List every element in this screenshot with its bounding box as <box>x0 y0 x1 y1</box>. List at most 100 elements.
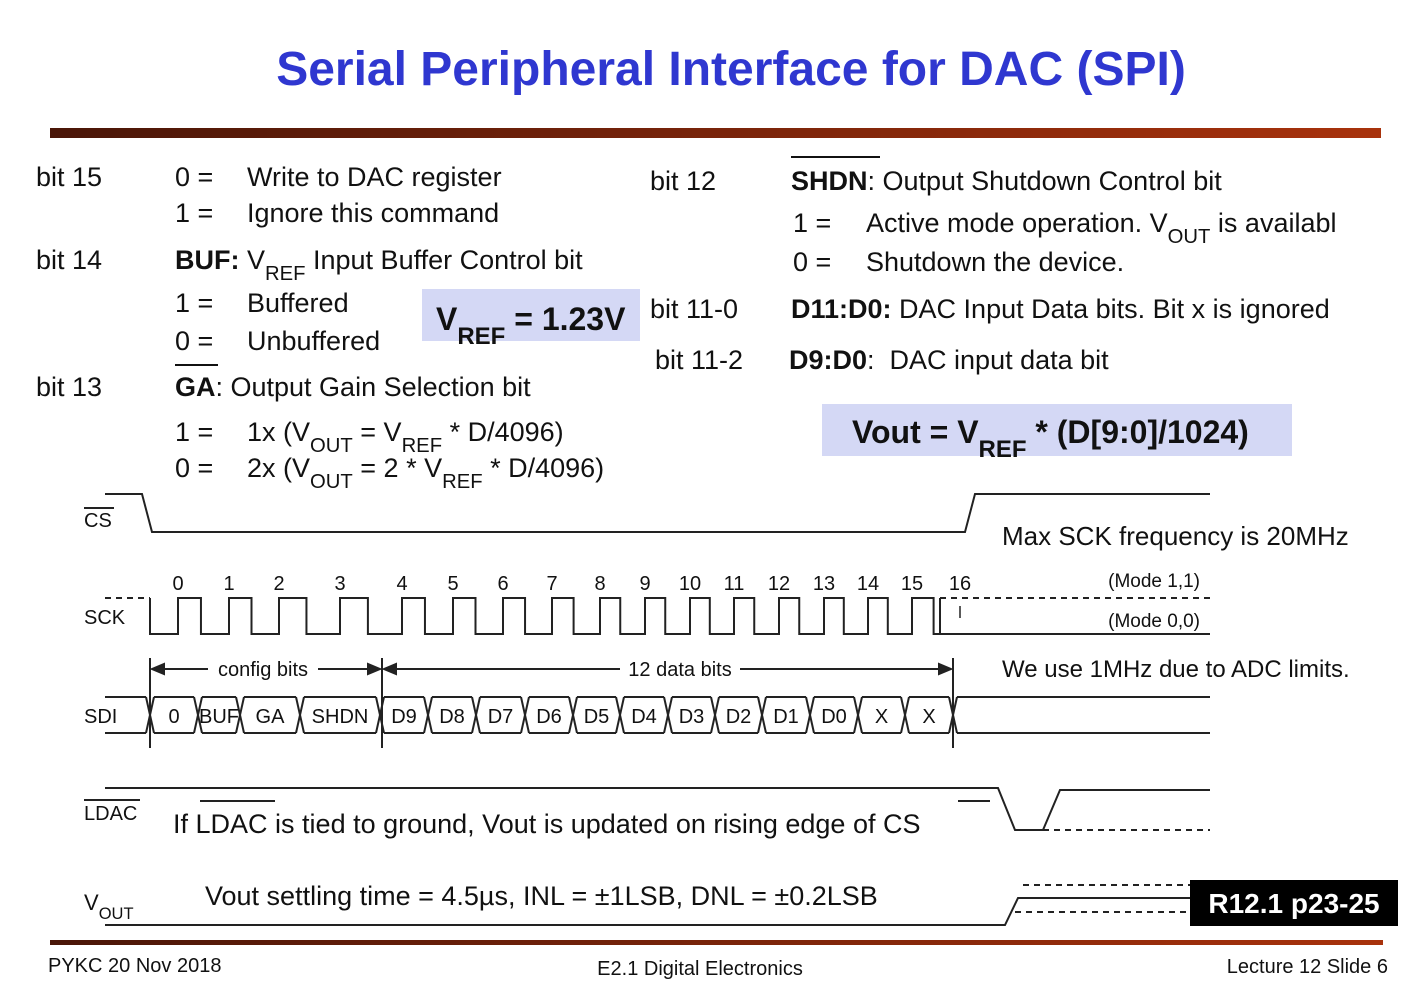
arrow-head <box>381 662 397 676</box>
bus-cross <box>663 696 673 734</box>
text: V <box>239 245 265 275</box>
vout-box <box>822 404 1292 456</box>
text: 0 = <box>175 326 213 356</box>
shape: VOUT <box>84 890 134 923</box>
text: We use 1MHz due to ADC limits. <box>1002 656 1350 683</box>
sdi-cell: D9 <box>391 706 417 728</box>
text: bit 11-0 <box>650 294 738 324</box>
text: config bits <box>218 659 308 681</box>
text: Ignore this command <box>247 198 499 228</box>
text: R12.1 p23-25 <box>1208 888 1379 919</box>
clock-number: 4 <box>396 573 407 595</box>
clock-number: 1 <box>223 573 234 595</box>
text: 12 data bits <box>628 659 731 681</box>
text: LDAC <box>84 803 137 825</box>
text: REF <box>457 323 505 350</box>
sdi-cell: BUF <box>199 706 239 728</box>
sdi-cell: SHDN <box>312 706 369 728</box>
text: * D/4096) <box>442 417 564 447</box>
arrow-head <box>938 662 954 676</box>
clock-number: 13 <box>813 573 835 595</box>
footer-left: PYKC 20 Nov 2018 <box>48 955 221 977</box>
text: is availabl <box>1210 208 1336 238</box>
bus-cross <box>375 696 385 734</box>
shape: D11:D0: DAC Input Data bits. Bit x is ig… <box>791 294 1330 324</box>
text: If <box>173 809 196 839</box>
text: 1 = <box>175 288 213 318</box>
sdi-cell: X <box>922 706 935 728</box>
text: is tied to ground, Vout is updated on ri… <box>268 809 883 839</box>
clock-number: 0 <box>172 573 183 595</box>
right-column: bit 12 SHDN: Output Shutdown Control bit… <box>650 156 1336 463</box>
bus-cross <box>423 696 433 734</box>
text: = V <box>353 417 402 447</box>
text: SHDN <box>791 166 868 196</box>
bus-cross <box>145 696 155 734</box>
text: * (D[9:0]/1024) <box>1027 414 1249 450</box>
clock-number: 7 <box>546 573 557 595</box>
label-bg <box>620 656 740 680</box>
bus-cross <box>193 696 203 734</box>
clock-number: 15 <box>901 573 923 595</box>
shape: If LDAC is tied to ground, Vout is updat… <box>173 809 921 839</box>
text: * D/4096) <box>483 453 605 483</box>
sdi-cell: D2 <box>726 706 752 728</box>
sdi-cell: X <box>875 706 888 728</box>
text: : Output Shutdown Control bit <box>868 166 1223 196</box>
shape: Vout = VREF * (D[9:0]/1024) <box>852 414 1249 463</box>
text: REF <box>979 436 1027 463</box>
shape: D9:D0: DAC input data bit <box>789 345 1109 375</box>
text: OUT <box>1168 226 1211 248</box>
sdi-cell: D5 <box>584 706 610 728</box>
vref-box <box>422 289 640 341</box>
sdi-cell: D4 <box>631 706 657 728</box>
text: 1x (V <box>247 417 310 447</box>
shape: SHDN: Output Shutdown Control bit <box>791 166 1222 196</box>
text: Max SCK frequency is 20MHz <box>1002 521 1349 551</box>
text: 0 = <box>175 162 213 192</box>
text: CS <box>84 510 112 532</box>
sdi-cell: D1 <box>773 706 799 728</box>
text: BUF: <box>175 245 239 275</box>
shape: 2x (VOUT = 2 * VREF * D/4096) <box>247 453 604 493</box>
text: GA <box>175 372 216 402</box>
clock-number: 11 <box>724 573 745 595</box>
text: : DAC input data bit <box>867 345 1109 375</box>
sdi-cell: D6 <box>536 706 562 728</box>
ldac-wave <box>105 787 1210 831</box>
text: D11:D0: <box>791 294 892 324</box>
text: bit 13 <box>36 372 102 402</box>
bus-cross <box>295 696 305 734</box>
bus-cross <box>948 696 958 734</box>
text: = 1.23V <box>505 301 626 337</box>
label-bg <box>208 656 318 680</box>
clock-number: 9 <box>639 573 650 595</box>
text: 1 = <box>793 208 831 238</box>
bus-cross <box>615 696 625 734</box>
shape: Active mode operation. VOUT is availabl <box>866 208 1336 248</box>
text: REF <box>265 263 306 285</box>
sdi-cell: D7 <box>488 706 514 728</box>
bus-cross <box>520 696 530 734</box>
sdi-cell: 0 <box>168 706 179 728</box>
text: SDI <box>84 706 117 728</box>
left-column: bit 15 0 = Write to DAC register 1 = Ignor… <box>36 162 640 493</box>
text: Write to DAC register <box>247 162 502 192</box>
text: Input Buffer Control bit <box>306 245 584 275</box>
text: D9:D0 <box>789 345 867 375</box>
text: DAC Input Data bits. Bit x is ignored <box>892 294 1330 324</box>
clock-number: 14 <box>857 573 879 595</box>
footer-rule <box>50 940 1383 945</box>
text: 1 = <box>175 198 213 228</box>
bus-cross <box>710 696 720 734</box>
shape: 1x (VOUT = VREF * D/4096) <box>247 417 564 457</box>
shape: GA: Output Gain Selection bit <box>175 372 531 402</box>
bus-cross <box>568 696 578 734</box>
text: bit 12 <box>650 166 716 196</box>
text: Vout settling time = 4.5µs, INL = ±1LSB,… <box>205 881 878 911</box>
clock-number: 8 <box>594 573 605 595</box>
text: V <box>436 301 458 337</box>
timing-diagram <box>84 493 1210 926</box>
text: Vout = V <box>852 414 979 450</box>
text: OUT <box>310 435 353 457</box>
